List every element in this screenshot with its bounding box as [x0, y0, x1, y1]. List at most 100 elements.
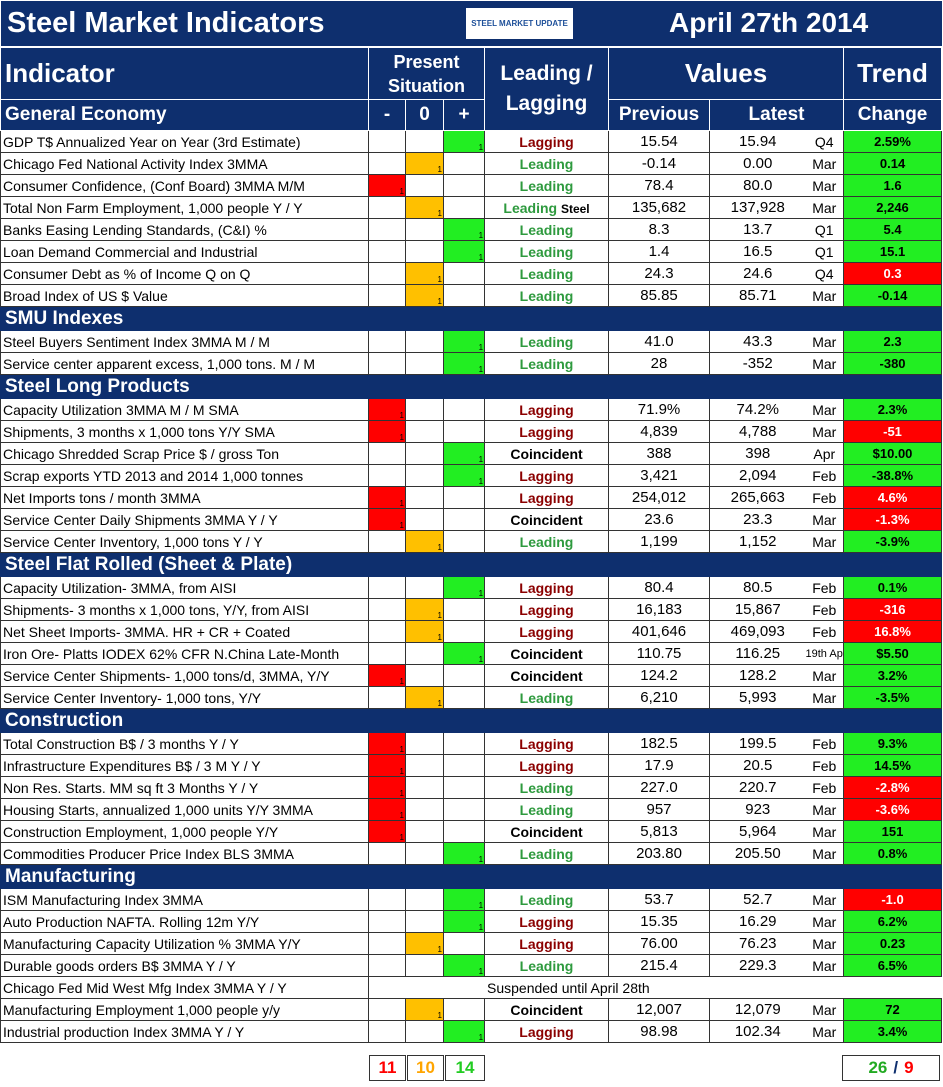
- note: Suspended until April 28th: [368, 976, 942, 999]
- change: $10.00: [843, 442, 943, 465]
- change: -3.5%: [843, 686, 943, 709]
- period: Apr: [805, 442, 845, 465]
- col-situation: Present Situation: [367, 47, 486, 100]
- change: 72: [843, 998, 943, 1021]
- period: Mar: [805, 352, 845, 375]
- previous: 957: [608, 798, 711, 821]
- situation-mark: 1: [478, 967, 484, 976]
- change: 16.8%: [843, 620, 943, 643]
- col-zero: 0: [405, 99, 444, 131]
- indicator-row: ISM Manufacturing Index 3MMA 1 Leading 53.7…: [0, 888, 943, 911]
- situation-cell: [368, 262, 406, 285]
- lead-lag-label: Leading: [519, 957, 574, 974]
- lead-lag: Lagging: [484, 620, 610, 643]
- previous: 76.00: [608, 932, 711, 955]
- previous: 227.0: [608, 776, 711, 799]
- lead-lag: Lagging: [484, 576, 610, 599]
- indicator: Chicago Shredded Scrap Price $ / gross T…: [0, 442, 369, 465]
- indicator-row: Industrial production Index 3MMA Y / Y 1 L…: [0, 1020, 943, 1043]
- situation-cell: [405, 174, 444, 197]
- col-plus: +: [442, 99, 486, 131]
- indicator-row: Service Center Daily Shipments 3MMA Y / …: [0, 508, 943, 531]
- latest: -352: [709, 352, 806, 375]
- situation-mark: 1: [478, 1033, 484, 1042]
- section-row: Construction: [0, 708, 943, 733]
- latest: 398: [709, 442, 806, 465]
- situation-mark: 1: [437, 945, 442, 954]
- situation-cell: 1: [405, 262, 444, 285]
- situation-cell: [368, 240, 406, 263]
- indicator-row: Commodities Producer Price Index BLS 3MM…: [0, 842, 943, 865]
- latest: 15.94: [709, 130, 806, 153]
- situation-cell: 1: [405, 196, 444, 219]
- period: Mar: [805, 152, 845, 175]
- latest: 2,094: [709, 464, 806, 487]
- situation-cell: 1: [442, 1020, 486, 1043]
- situation-cell: [442, 486, 486, 509]
- previous: 28: [608, 352, 711, 375]
- situation-cell: [405, 442, 444, 465]
- situation-cell: 1: [405, 530, 444, 553]
- indicator-table: Indicator Present Situation Leading / Lagg…: [0, 47, 943, 1043]
- situation-cell: [405, 218, 444, 241]
- change: 3.4%: [843, 1020, 943, 1043]
- indicator: ISM Manufacturing Index 3MMA: [0, 888, 369, 911]
- footer: 11 10 14 26 / 9: [0, 1043, 943, 1087]
- lead-lag: Leading: [484, 954, 610, 977]
- previous: 23.6: [608, 508, 711, 531]
- situation-cell: [405, 1020, 444, 1043]
- change: 2,246: [843, 196, 943, 219]
- col-minus: -: [368, 99, 406, 131]
- previous: 41.0: [608, 330, 711, 353]
- change: 0.14: [843, 152, 943, 175]
- previous: 182.5: [608, 732, 711, 755]
- lead-lag-label: Coincident: [510, 511, 583, 528]
- situation-cell: 1: [442, 842, 486, 865]
- indicator: Chicago Fed National Activity Index 3MMA: [0, 152, 369, 175]
- situation-cell: [405, 888, 444, 911]
- situation-cell: [368, 352, 406, 375]
- lead-lag: Leading: [484, 686, 610, 709]
- indicator: Service Center Inventory- 1,000 tons, Y/…: [0, 686, 369, 709]
- situation-cell: 1: [368, 754, 406, 777]
- indicator-row: Chicago Shredded Scrap Price $ / gross T…: [0, 442, 943, 465]
- period: Mar: [805, 284, 845, 307]
- situation-cell: [442, 664, 486, 687]
- indicator-row: Service Center Inventory, 1,000 tons Y /…: [0, 530, 943, 553]
- situation-cell: [368, 284, 406, 307]
- indicator: Service Center Shipments- 1,000 tons/d, …: [0, 664, 369, 687]
- situation-mark: 1: [399, 745, 404, 754]
- lead-lag-label: Lagging: [519, 423, 574, 440]
- situation-mark: 1: [478, 655, 484, 664]
- indicator: Chicago Fed Mid West Mfg Index 3MMA Y / …: [0, 976, 369, 999]
- latest: 205.50: [709, 842, 806, 865]
- trend-down: 9: [904, 1058, 914, 1077]
- situation-cell: [442, 686, 486, 709]
- previous: 401,646: [608, 620, 711, 643]
- situation-mark: 1: [437, 297, 442, 306]
- previous: 110.75: [608, 642, 711, 665]
- situation-cell: [368, 842, 406, 865]
- situation-count: 10: [407, 1055, 444, 1081]
- situation-mark: 1: [399, 767, 404, 776]
- situation-cell: [368, 932, 406, 955]
- period: Mar: [805, 798, 845, 821]
- situation-cell: [368, 910, 406, 933]
- situation-cell: 1: [368, 420, 406, 443]
- indicator: Industrial production Index 3MMA Y / Y: [0, 1020, 369, 1043]
- change: -1.0: [843, 888, 943, 911]
- situation-cell: [442, 152, 486, 175]
- situation-cell: [405, 776, 444, 799]
- situation-cell: [442, 420, 486, 443]
- indicator: Loan Demand Commercial and Industrial: [0, 240, 369, 263]
- lead-lag: Leading: [484, 776, 610, 799]
- period: Mar: [805, 910, 845, 933]
- lead-lag: Lagging: [484, 420, 610, 443]
- situation-cell: [405, 820, 444, 843]
- change: 3.2%: [843, 664, 943, 687]
- change: 151: [843, 820, 943, 843]
- situation-cell: 1: [368, 732, 406, 755]
- situation-cell: [368, 686, 406, 709]
- change: -380: [843, 352, 943, 375]
- change: -2.8%: [843, 776, 943, 799]
